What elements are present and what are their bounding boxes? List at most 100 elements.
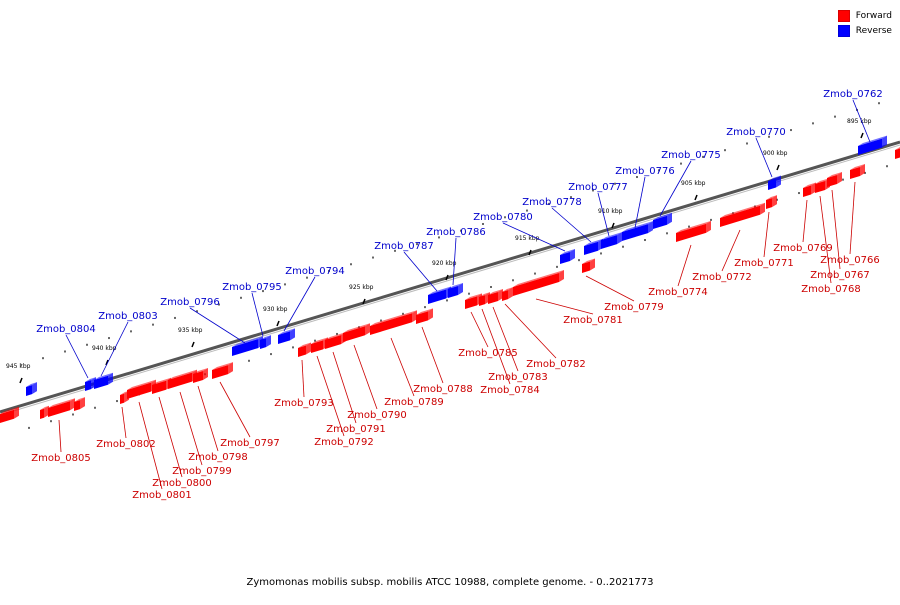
track-dot xyxy=(812,122,814,125)
reverse-gene-zmob-0778-label: Zmob_0778 xyxy=(522,197,582,208)
track-dot xyxy=(622,245,624,248)
forward-gene-zmob-0782 xyxy=(502,290,508,301)
forward-gene-zmob-0785-label: Zmob_0785 xyxy=(458,348,518,359)
track-dot xyxy=(42,357,44,360)
forward-gene-zmob-0779-leader xyxy=(585,275,635,302)
tick-mark xyxy=(19,377,23,384)
reverse-gene-zmob-0780-side xyxy=(570,248,575,261)
legend-item-forward: Forward xyxy=(837,8,892,23)
forward-gene-zmob-0774-top xyxy=(676,220,711,233)
tick-mark xyxy=(362,298,366,305)
forward-swatch xyxy=(837,9,850,22)
reverse-gene-zmob-0775-label: Zmob_0775 xyxy=(661,150,721,161)
track-dot xyxy=(446,299,448,302)
forward-gene-zmob-0802-side xyxy=(124,390,129,403)
reverse-gene-zmob-0777-label: Zmob_0777 xyxy=(568,182,628,193)
legend: Forward Reverse xyxy=(837,8,892,38)
forward-gene-zmob-0779-side xyxy=(590,258,595,271)
reverse-gene-zmob-0804-side xyxy=(91,377,96,390)
track-dot xyxy=(372,256,374,259)
forward-gene-zmob-0805-label: Zmob_0805 xyxy=(31,453,91,464)
forward-gene-zmob-0771-leader xyxy=(763,211,770,258)
forward-gene-zmob-0785-top xyxy=(465,293,482,300)
reverse-swatch xyxy=(837,24,850,37)
reverse-gene-zmob-0804-leader xyxy=(65,334,89,379)
reverse-gene-zmob-0796-side xyxy=(258,336,263,349)
reverse-gene-fragment-top xyxy=(26,382,37,387)
forward-gene-zmob-0771-top xyxy=(766,195,777,200)
forward-gene-zmob-0783-top xyxy=(488,288,503,295)
forward-gene-zmob-0792-label: Zmob_0792 xyxy=(314,437,374,448)
track-dot xyxy=(336,332,338,335)
tick-mark xyxy=(611,222,615,229)
tick-label: 940 kbp xyxy=(92,345,117,352)
reverse-gene-zmob-0775-side xyxy=(667,212,672,225)
reverse-gene-zmob-0794 xyxy=(278,331,290,344)
track-dot xyxy=(680,162,682,165)
reverse-gene-zmob-0762-leader xyxy=(852,99,871,143)
forward-gene-zmob-0800-label: Zmob_0800 xyxy=(152,478,212,489)
track-dot xyxy=(270,353,272,356)
reverse-gene-zmob-0780-leader xyxy=(502,222,566,252)
forward-gene-fragment-small-side xyxy=(44,405,49,418)
track-dot xyxy=(798,192,800,195)
track-dot xyxy=(842,178,844,181)
reverse-gene-zmob-0787 xyxy=(428,289,446,304)
reverse-gene-zmob-0762-top xyxy=(858,135,887,146)
forward-gene-zmob-0797-leader xyxy=(219,381,251,438)
reverse-gene-zmob-0787-side xyxy=(446,286,451,299)
forward-gene-zmob-0799-top xyxy=(168,369,197,380)
reverse-gene-zmob-0770-top xyxy=(768,175,781,181)
forward-gene-zmob-0792-top xyxy=(311,337,328,344)
track-dot xyxy=(218,303,220,306)
track-dot xyxy=(600,252,602,255)
track-dot xyxy=(306,276,308,279)
tick-mark xyxy=(445,274,449,281)
track-dot xyxy=(578,259,580,262)
forward-gene-zmob-0769-top xyxy=(803,182,816,188)
forward-gene-zmob-0782-side xyxy=(508,287,513,300)
forward-gene-zmob-0779-top xyxy=(582,258,595,264)
reverse-gene-zmob-0762-label: Zmob_0762 xyxy=(823,89,883,100)
tick-label: 910 kbp xyxy=(598,208,623,215)
track-dot xyxy=(328,269,330,272)
forward-gene-zmob-0791-top xyxy=(325,332,346,340)
forward-gene-zmob-0771-label: Zmob_0771 xyxy=(734,258,794,269)
backbone-line xyxy=(0,140,900,414)
forward-gene-zmob-0792 xyxy=(311,340,323,353)
forward-gene-zmob-0799-leader xyxy=(179,391,203,466)
forward-gene-fragment-small-top xyxy=(40,405,49,410)
legend-item-reverse: Reverse xyxy=(837,23,892,38)
reverse-gene-zmob-0762 xyxy=(858,138,882,155)
track-dot xyxy=(878,102,880,105)
track-dot xyxy=(64,350,66,353)
forward-gene-zmob-0793 xyxy=(298,345,306,357)
track-dot xyxy=(512,279,514,282)
reverse-gene-zmob-0803-side xyxy=(108,372,113,385)
forward-gene-zmob-0789 xyxy=(370,313,412,335)
forward-gene-zmob-0801-label: Zmob_0801 xyxy=(132,490,192,501)
forward-gene-zmob-0767-top xyxy=(827,171,842,178)
reverse-gene-zmob-0787-top xyxy=(428,286,451,295)
reverse-gene-zmob-0803-top xyxy=(94,372,113,380)
reverse-gene-zmob-0786-leader xyxy=(452,237,457,286)
forward-gene-fragment-small-2 xyxy=(74,400,80,411)
forward-gene-zmob-0766-top xyxy=(850,163,865,170)
forward-gene-zmob-0771 xyxy=(766,198,772,209)
reverse-gene-zmob-0787-label: Zmob_0787 xyxy=(374,241,434,252)
forward-gene-zmob-0771-side xyxy=(772,195,777,208)
track-dot xyxy=(724,149,726,152)
reverse-gene-zmob-0775 xyxy=(653,215,667,229)
forward-gene-zmob-0800-top xyxy=(152,377,171,385)
reverse-gene-zmob-0803-leader xyxy=(100,321,129,377)
track-dot xyxy=(556,265,558,268)
reverse-gene-zmob-0787-leader xyxy=(403,251,438,292)
forward-gene-zmob-0783-side xyxy=(498,288,503,301)
track-dot xyxy=(416,243,418,246)
reverse-gene-zmob-0780-label: Zmob_0780 xyxy=(473,212,533,223)
tick-mark xyxy=(776,164,780,171)
forward-gene-zmob-0784-leader xyxy=(481,308,511,385)
forward-gene-zmob-0793-leader xyxy=(301,359,305,398)
reverse-gene-zmob-0794-side xyxy=(290,328,295,341)
